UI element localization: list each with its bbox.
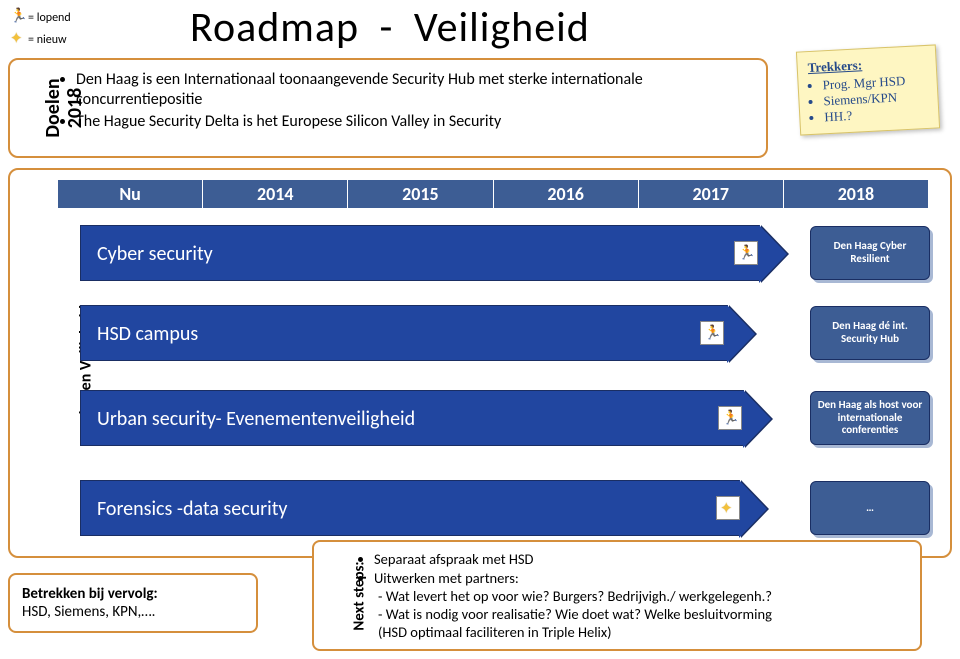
sticky-list: Prog. Mgr HSD Siemens/KPN HH.? [822,72,928,125]
year-bar: Nu 2014 2015 2016 2017 2018 [58,180,928,208]
star-marker [716,496,740,520]
next-steps-sub: (HSD optimaal faciliteren in Triple Heli… [378,623,910,641]
year-cell: 2018 [784,180,928,208]
lane-arrow: Urban security- Evenementenveiligheid [80,390,744,446]
star-icon [720,500,736,516]
goals-item: The Hague Security Delta is het Europese… [76,112,754,132]
lane-endbox: … [810,481,930,535]
timeline-lane: HSD campus Den Haag dé int. Security Hub [80,305,940,361]
involve-body: HSD, Siemens, KPN,…. [22,603,244,621]
next-steps-item: Separaat afspraak met HSD [374,550,910,568]
next-steps-item: Uitwerken met partners: [374,569,910,587]
year-cell: 2017 [639,180,784,208]
next-steps-label: Next steps: [351,550,370,642]
running-icon [738,245,754,261]
page-title: Roadmap - Veiligheid [190,2,590,53]
legend: = lopend = nieuw [8,8,71,52]
goals-side-label: Doelen 2018 [42,58,86,158]
year-cell: 2015 [348,180,493,208]
legend-new: = nieuw [8,30,71,50]
running-marker [734,241,758,265]
year-cell: Nu [58,180,203,208]
involve-header: Betrekken bij vervolg: [22,585,244,603]
next-steps-sub: - Wat is nodig voor realisatie? Wie doet… [378,605,910,623]
next-steps-sub: - Wat levert het op voor wie? Burgers? B… [378,587,910,605]
lane-arrow: Cyber security [80,225,760,281]
legend-running: = lopend [8,8,71,28]
lane-arrow: Forensics -data security [80,480,740,536]
year-cell: 2014 [203,180,348,208]
running-icon [8,8,28,28]
legend-new-label: = nieuw [28,33,67,47]
lane-endbox: Den Haag Cyber Resilient [810,226,930,280]
lane-arrow: HSD campus [80,305,728,361]
star-icon [8,30,28,50]
running-marker [700,321,724,345]
lane-endbox: Den Haag dé int. Security Hub [810,306,930,360]
lane-endbox: Den Haag als host voor internationale co… [810,391,930,445]
running-icon [704,325,720,341]
timeline-box: Projecten Veiligheid Nu 2014 2015 2016 2… [8,168,952,558]
running-marker [718,406,742,430]
goals-list: Den Haag is een Internationaal toonaange… [76,70,754,132]
goals-item: Den Haag is een Internationaal toonaange… [76,70,754,110]
next-steps-box: Next steps: Separaat afspraak met HSD Ui… [312,540,922,651]
year-cell: 2016 [494,180,639,208]
timeline-lane: Forensics -data security … [80,480,940,536]
timeline-lane: Cyber security Den Haag Cyber Resilient [80,225,940,281]
legend-running-label: = lopend [28,11,71,25]
goals-label-bottom: 2018 [63,88,87,129]
running-icon [722,410,738,426]
next-steps-list: Separaat afspraak met HSD Uitwerken met … [374,550,910,586]
timeline-lane: Urban security- Evenementenveiligheid Den… [80,390,940,446]
goals-label-top: Doelen [41,78,65,137]
sticky-note: Trekkers: Prog. Mgr HSD Siemens/KPN HH.? [796,44,940,135]
goals-box: Doelen 2018 Den Haag is een Internationa… [8,58,768,158]
involve-box: Betrekken bij vervolg: HSD, Siemens, KPN… [8,573,258,633]
